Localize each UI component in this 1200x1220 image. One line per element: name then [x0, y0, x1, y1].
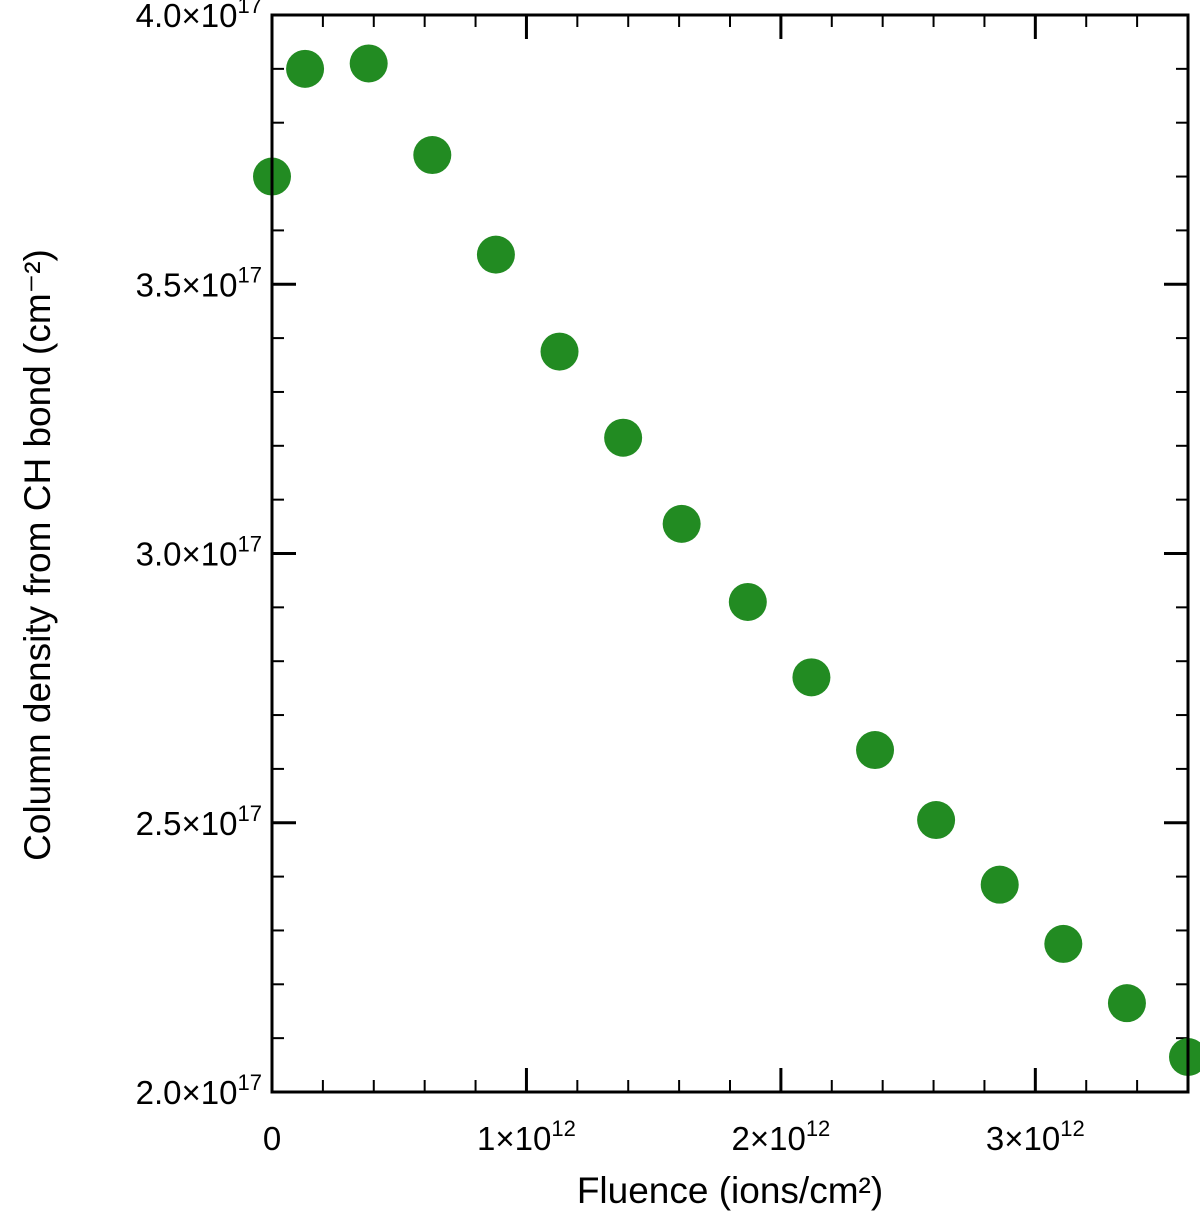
- y-tick-mantissa: 4.0×10: [136, 0, 238, 34]
- x-axis-title: Fluence (ions/cm²): [577, 1170, 883, 1211]
- x-tick-exponent: 12: [551, 1116, 575, 1141]
- data-point: [728, 582, 767, 621]
- y-tick-mantissa: 2.5×10: [136, 805, 238, 842]
- y-tick-exponent: 17: [238, 0, 262, 18]
- data-point: [286, 49, 325, 88]
- minor-ticks: [272, 15, 1188, 1092]
- y-tick-mantissa: 2.0×10: [136, 1074, 238, 1111]
- x-tick-label: 3×1012: [986, 1116, 1085, 1157]
- plot-frame: [270, 13, 1190, 1094]
- y-tick-label: 3.5×1017: [136, 262, 262, 303]
- y-tick-exponent: 17: [238, 532, 262, 557]
- data-point: [917, 801, 956, 840]
- y-tick-label: 3.0×1017: [136, 532, 262, 573]
- data-point: [1107, 984, 1146, 1023]
- y-tick-mantissa: 3.5×10: [136, 266, 238, 303]
- data-point: [1169, 1038, 1200, 1076]
- data-point: [540, 332, 579, 371]
- x-tick-label: 0: [263, 1120, 281, 1157]
- y-tick-label: 2.5×1017: [136, 801, 262, 842]
- data-point: [349, 44, 388, 83]
- x-tick-mantissa: 0: [263, 1120, 281, 1157]
- y-tick-exponent: 17: [238, 801, 262, 826]
- y-tick-label: 4.0×1017: [136, 0, 262, 34]
- data-point: [662, 504, 701, 543]
- y-tick-exponent: 17: [238, 1070, 262, 1095]
- data-points: [253, 44, 1200, 1076]
- y-tick-mantissa: 3.0×10: [136, 536, 238, 573]
- x-tick-label: 1×1012: [477, 1116, 576, 1157]
- data-point: [856, 731, 895, 770]
- x-tick-mantissa: 2×10: [731, 1120, 805, 1157]
- data-point: [476, 235, 515, 274]
- data-point: [413, 136, 452, 175]
- y-axis-title: Column density from CH bond (cm⁻²): [17, 249, 58, 861]
- y-tick-label: 2.0×1017: [136, 1070, 262, 1111]
- data-point: [792, 658, 831, 697]
- data-point: [604, 418, 643, 457]
- x-tick-exponent: 12: [1060, 1116, 1084, 1141]
- x-tick-label: 2×1012: [731, 1116, 830, 1157]
- x-tick-mantissa: 3×10: [986, 1120, 1060, 1157]
- data-point: [980, 865, 1019, 904]
- x-tick-mantissa: 1×10: [477, 1120, 551, 1157]
- x-tick-labels: 0 1×1012 2×1012 3×1012: [263, 1116, 1085, 1157]
- y-tick-exponent: 17: [238, 262, 262, 287]
- x-tick-exponent: 12: [806, 1116, 830, 1141]
- data-point: [1044, 924, 1083, 963]
